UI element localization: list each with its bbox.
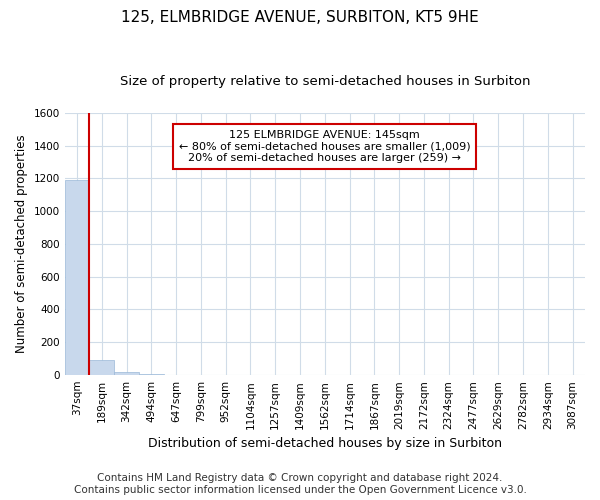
Bar [89, 360, 114, 375]
Y-axis label: Number of semi-detached properties: Number of semi-detached properties [15, 134, 28, 353]
Bar [139, 374, 164, 375]
Text: 125 ELMBRIDGE AVENUE: 145sqm
← 80% of semi-detached houses are smaller (1,009)
2: 125 ELMBRIDGE AVENUE: 145sqm ← 80% of se… [179, 130, 470, 163]
Bar [65, 180, 89, 375]
Bar [114, 372, 139, 375]
Title: Size of property relative to semi-detached houses in Surbiton: Size of property relative to semi-detach… [119, 75, 530, 88]
X-axis label: Distribution of semi-detached houses by size in Surbiton: Distribution of semi-detached houses by … [148, 437, 502, 450]
Text: 125, ELMBRIDGE AVENUE, SURBITON, KT5 9HE: 125, ELMBRIDGE AVENUE, SURBITON, KT5 9HE [121, 10, 479, 25]
Text: Contains HM Land Registry data © Crown copyright and database right 2024.
Contai: Contains HM Land Registry data © Crown c… [74, 474, 526, 495]
